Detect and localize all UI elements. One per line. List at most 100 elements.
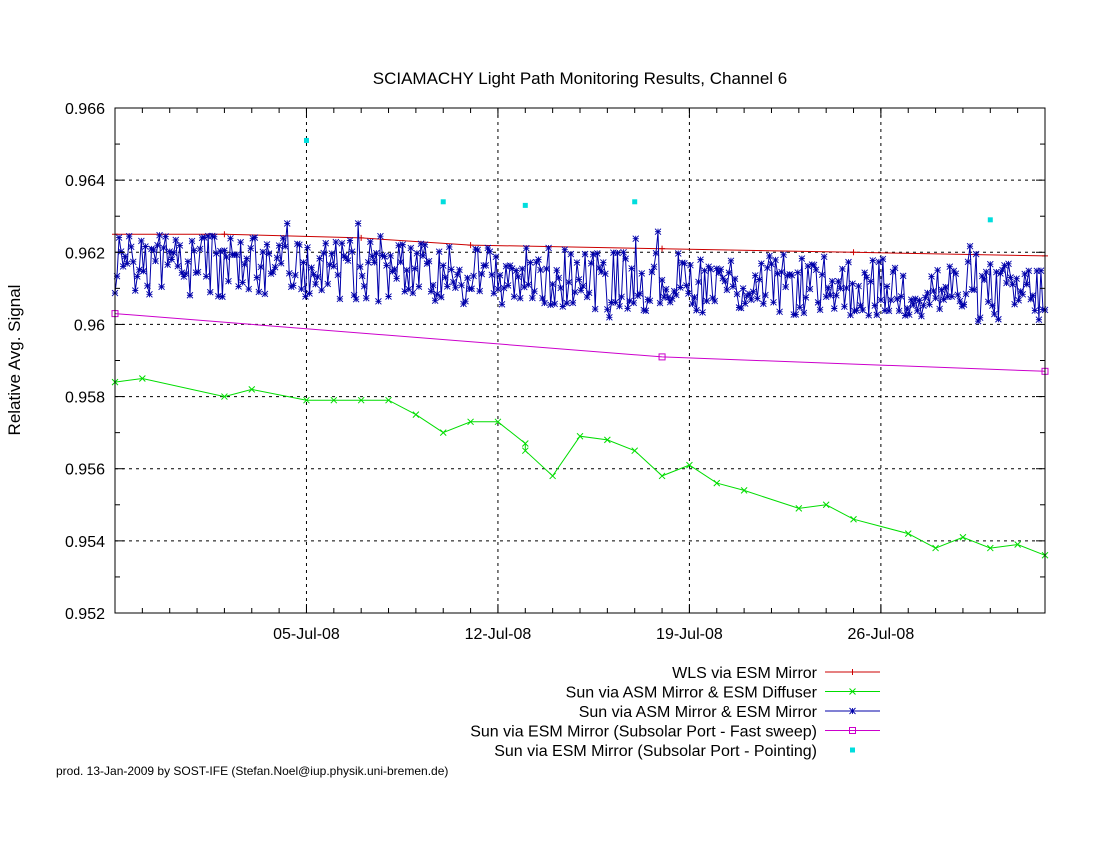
data-point: [889, 268, 897, 276]
data-point: [940, 296, 948, 303]
data-point: [683, 282, 690, 289]
data-point: [905, 311, 913, 318]
data-point: [658, 472, 666, 480]
data-point: [393, 275, 400, 282]
data-point: [676, 284, 684, 291]
data-point: [421, 241, 429, 248]
data-point: [360, 282, 368, 290]
legend-label: WLS via ESM Mirror: [672, 665, 818, 682]
data-point: [739, 285, 747, 292]
data-point: [824, 284, 832, 292]
data-point: [974, 317, 982, 325]
data-point: [521, 440, 529, 447]
data-point: [498, 300, 506, 308]
data-point: [298, 285, 305, 293]
data-point: [549, 280, 556, 288]
data-point: [987, 217, 993, 223]
data-point: [304, 244, 311, 251]
data-point: [587, 260, 595, 267]
data-point: [762, 291, 769, 299]
data-point: [431, 297, 439, 305]
data-point: [215, 292, 222, 300]
data-point: [830, 305, 838, 312]
data-point: [164, 261, 171, 269]
data-point: [504, 282, 512, 289]
data-point: [948, 293, 956, 300]
data-point: [573, 259, 581, 266]
data-point: [893, 295, 901, 303]
data-point: [855, 282, 862, 290]
data-point: [257, 263, 265, 271]
data-point: [522, 244, 530, 252]
y-tick-label: 0.952: [65, 606, 105, 623]
data-point: [476, 287, 484, 295]
x-tick-label: 19-Jul-08: [656, 626, 723, 643]
data-point: [820, 253, 828, 261]
data-point: [918, 312, 925, 320]
data-point: [873, 311, 881, 319]
data-point: [338, 239, 346, 247]
data-point: [660, 293, 668, 301]
data-point: [302, 293, 309, 300]
data-point: [543, 265, 550, 273]
data-point: [180, 273, 188, 280]
data-point: [699, 309, 706, 316]
data-point: [576, 432, 584, 440]
data-point: [273, 254, 281, 262]
data-point: [119, 263, 127, 270]
data-point: [954, 291, 962, 299]
data-point: [235, 283, 242, 290]
data-point: [593, 250, 601, 257]
data-point: [916, 296, 923, 304]
data-point: [818, 271, 826, 279]
legend-marker: [850, 747, 855, 753]
data-point: [154, 241, 161, 249]
data-point: [551, 300, 558, 308]
series-3: [111, 310, 1049, 375]
data-point: [362, 294, 370, 302]
data-point: [525, 281, 532, 289]
data-point: [150, 246, 157, 254]
data-point: [259, 248, 267, 256]
data-point: [857, 302, 864, 309]
data-point: [192, 269, 200, 277]
data-point: [691, 293, 698, 301]
data-point: [942, 283, 950, 291]
data-point: [529, 294, 536, 302]
plot-frame: [114, 107, 1046, 614]
data-point: [129, 258, 137, 266]
data-point: [632, 235, 640, 243]
chart-title: SCIAMACHY Light Path Monitoring Results,…: [373, 69, 788, 88]
data-point: [812, 266, 820, 274]
data-point: [986, 260, 994, 268]
data-point: [999, 266, 1006, 274]
data-point: [133, 273, 141, 280]
data-point: [381, 253, 388, 260]
data-point: [437, 293, 445, 301]
data-point: [604, 306, 611, 313]
data-point: [494, 285, 502, 293]
data-point: [303, 396, 310, 404]
data-point: [557, 284, 565, 292]
data-point: [670, 287, 678, 295]
data-point: [289, 282, 297, 289]
y-axis-label: Relative Avg. Signal: [5, 285, 24, 436]
x-tick-label: 12-Jul-08: [465, 626, 532, 643]
data-point: [679, 259, 686, 267]
data-point: [358, 272, 366, 280]
data-point: [1009, 280, 1016, 288]
data-point: [989, 302, 996, 309]
data-point: [170, 249, 178, 257]
data-point: [458, 281, 465, 289]
data-point: [624, 305, 631, 312]
data-point: [597, 268, 605, 276]
data-point: [176, 242, 184, 249]
data-point: [559, 303, 567, 310]
data-point: [749, 288, 757, 296]
data-point: [464, 274, 471, 282]
data-point: [786, 270, 794, 278]
data-point: [764, 264, 771, 272]
data-point: [810, 261, 818, 269]
data-point: [626, 297, 633, 305]
data-point: [204, 232, 212, 240]
